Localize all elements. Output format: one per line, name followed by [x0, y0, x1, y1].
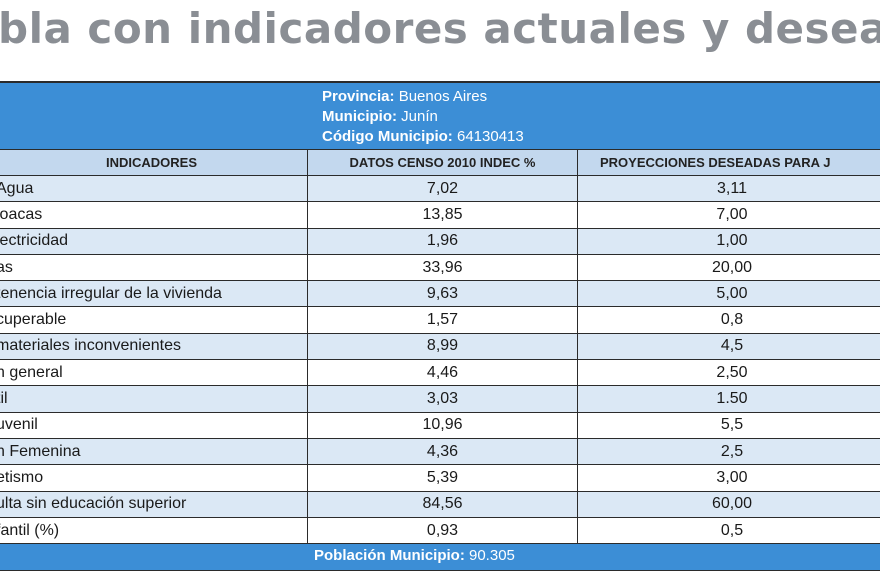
table-header-block: Provincia: Buenos Aires Municipio: Junín… [0, 83, 880, 150]
municipio-label: Municipio: [322, 108, 397, 125]
proyeccion-cell: 5,00 [716, 284, 748, 302]
indicador-cell: uvenil [0, 412, 308, 438]
table-row: Agua7,02 3,11 [0, 176, 880, 203]
table-footer: Población Municipio: 90.305 [0, 544, 880, 572]
proyeccion-cell: 5,5 [720, 416, 744, 434]
proyeccion-cell: 20,00 [711, 258, 753, 276]
proyeccion-cell: 7,00 [716, 205, 748, 223]
column-header-censo: DATOS CENSO 2010 INDEC % [308, 150, 578, 175]
censo-cell: 5,39 [308, 465, 578, 491]
proyeccion-cell: 3,00 [716, 468, 748, 486]
indicador-cell: cuperable [0, 307, 308, 333]
column-headers: INDICADORES DATOS CENSO 2010 INDEC % PRO… [0, 150, 880, 176]
table-row: lectricidad 1,96 1,00 [0, 228, 880, 255]
censo-cell: 33,96 [308, 254, 578, 281]
codigo-line: Código Municipio: 64130413 [322, 127, 524, 147]
table-row: materiales inconvenientes 8,99 4,5 [0, 333, 880, 361]
proyeccion-cell: 2,50 [716, 363, 748, 381]
provincia-line: Provincia: Buenos Aires [322, 87, 524, 107]
censo-cell: 1,57 [308, 307, 578, 333]
table-row: cuperable 1,57 0,8 [0, 307, 880, 334]
indicador-cell: etismo [0, 465, 308, 491]
table-row: til3,03 1.50 [0, 386, 880, 413]
table-body: Agua7,023,11loacas13,857,00lectricidad1,… [0, 176, 880, 545]
proyeccion-cell: 0,8 [720, 311, 744, 329]
censo-cell: 13,85 [308, 202, 578, 228]
indicador-cell: as [0, 254, 308, 281]
indicador-cell: ulta sin educación superior [0, 491, 308, 517]
indicators-table: Provincia: Buenos Aires Municipio: Junín… [0, 81, 880, 572]
table-row: uvenil 10,96 5,5 [0, 412, 880, 439]
censo-cell: 1,96 [308, 228, 578, 254]
page-title: bla con indicadores actuales y deseado [0, 4, 880, 53]
municipio-line: Municipio: Junín [322, 107, 524, 127]
municipio-value: Junín [401, 108, 438, 125]
censo-cell: 10,96 [308, 412, 578, 438]
poblacion-line: Población Municipio: 90.305 [314, 547, 515, 564]
table-row: loacas 13,85 7,00 [0, 202, 880, 229]
indicador-cell: til [0, 386, 308, 412]
proyeccion-cell: 1.50 [716, 390, 748, 408]
indicador-cell: materiales inconvenientes [0, 333, 308, 360]
proyeccion-cell: 1,00 [716, 232, 748, 250]
proyeccion-cell: 0,5 [720, 521, 744, 539]
column-header-proyecciones: PROYECCIONES DESEADAS PARA J [600, 155, 831, 170]
codigo-value: 64130413 [456, 128, 524, 145]
censo-cell: 4,46 [308, 360, 578, 386]
proyeccion-cell: 4,5 [720, 337, 744, 355]
indicador-cell: lectricidad [0, 228, 308, 254]
indicador-cell: Agua [0, 176, 308, 202]
proyeccion-cell: 3,11 [717, 179, 747, 197]
indicador-cell: tenencia irregular de la vivienda [0, 281, 308, 307]
provincia-value: Buenos Aires [398, 88, 488, 105]
table-row: fantil (%) 0,93 0,5 [0, 517, 880, 545]
censo-cell: 3,03 [308, 386, 578, 412]
poblacion-label: Población Municipio: [314, 547, 465, 565]
table-row: tenencia irregular de la vivienda 9,63 5,0… [0, 281, 880, 308]
censo-cell: 84,56 [308, 491, 578, 517]
censo-cell: 4,36 [308, 438, 578, 465]
indicador-cell: loacas [0, 202, 308, 228]
censo-cell: 9,63 [308, 281, 578, 307]
provincia-label: Provincia: [322, 88, 395, 105]
proyeccion-cell: 60,00 [711, 495, 753, 513]
indicador-cell: n general [0, 360, 308, 386]
proyeccion-cell: 2,5 [720, 442, 744, 460]
indicador-cell: fantil (%) [0, 517, 308, 544]
table-row: n general 4,46 2,50 [0, 360, 880, 387]
table-row: etismo 5,39 3,00 [0, 465, 880, 492]
column-header-indicadores: INDICADORES [0, 150, 308, 175]
censo-cell: 7,02 [308, 176, 578, 202]
table-row: ulta sin educación superior 84,56 60,00 [0, 491, 880, 518]
indicador-cell: n Femenina [0, 438, 308, 465]
municipality-info: Provincia: Buenos Aires Municipio: Junín… [322, 87, 524, 147]
censo-cell: 8,99 [308, 333, 578, 360]
censo-cell: 0,93 [308, 517, 578, 544]
poblacion-value: 90.305 [469, 547, 515, 565]
table-row: n Femenina 4,36 2,5 [0, 438, 880, 466]
codigo-label: Código Municipio: [322, 128, 453, 145]
table-row: as33,96 20,00 [0, 254, 880, 282]
